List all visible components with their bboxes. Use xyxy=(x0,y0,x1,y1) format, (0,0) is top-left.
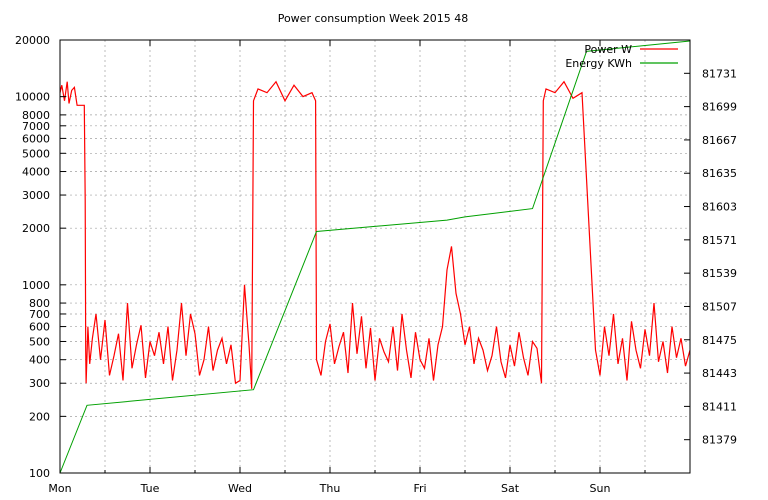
y-tick-label: 2000 xyxy=(22,222,50,235)
y-tick-label: 300 xyxy=(29,377,50,390)
y2-tick-label: 81379 xyxy=(702,434,737,447)
y-tick-label: 20000 xyxy=(15,34,50,47)
y-tick-label: 3000 xyxy=(22,189,50,202)
x-tick-label: Sat xyxy=(501,482,520,495)
y-tick-label: 100 xyxy=(29,467,50,480)
y2-tick-label: 81699 xyxy=(702,101,737,114)
series-line-0 xyxy=(59,80,691,389)
legend-label: Energy KWh xyxy=(565,57,632,70)
y-tick-label: 5000 xyxy=(22,147,50,160)
y2-tick-label: 81443 xyxy=(702,367,737,380)
chart-title: Power consumption Week 2015 48 xyxy=(278,12,469,25)
y-tick-label: 800 xyxy=(29,297,50,310)
axis-ticks: Mon Tue Wed Thu Fri Sat Sun1002003004005006007… xyxy=(15,34,737,495)
y2-tick-label: 81507 xyxy=(702,300,737,313)
x-tick-label: Thu xyxy=(319,482,341,495)
series-line-1 xyxy=(59,40,691,474)
y-tick-label: 700 xyxy=(29,308,50,321)
y-tick-label: 600 xyxy=(29,321,50,334)
x-tick-label: Tue xyxy=(140,482,160,495)
y-tick-label: 6000 xyxy=(22,132,50,145)
grid xyxy=(60,40,690,473)
y2-tick-label: 81411 xyxy=(702,400,737,413)
y2-tick-label: 81667 xyxy=(702,134,737,147)
y2-tick-label: 81539 xyxy=(702,267,737,280)
y-tick-label: 7000 xyxy=(22,120,50,133)
y-tick-label: 200 xyxy=(29,410,50,423)
legend-label: Power W xyxy=(584,43,632,56)
x-tick-label: Fri xyxy=(413,482,426,495)
x-tick-label: Sun xyxy=(590,482,611,495)
y2-tick-label: 81635 xyxy=(702,167,737,180)
y-tick-label: 8000 xyxy=(22,109,50,122)
x-tick-label: Wed xyxy=(228,482,252,495)
y2-tick-label: 81475 xyxy=(702,334,737,347)
x-tick-label: Mon xyxy=(48,482,71,495)
y-tick-label: 1000 xyxy=(22,279,50,292)
y-tick-label: 500 xyxy=(29,335,50,348)
y-tick-label: 4000 xyxy=(22,166,50,179)
y-tick-label: 400 xyxy=(29,354,50,367)
y2-tick-label: 81571 xyxy=(702,234,737,247)
y-tick-label: 10000 xyxy=(15,91,50,104)
y2-tick-label: 81603 xyxy=(702,201,737,214)
y2-tick-label: 81731 xyxy=(702,67,737,80)
plot-area xyxy=(59,40,691,474)
